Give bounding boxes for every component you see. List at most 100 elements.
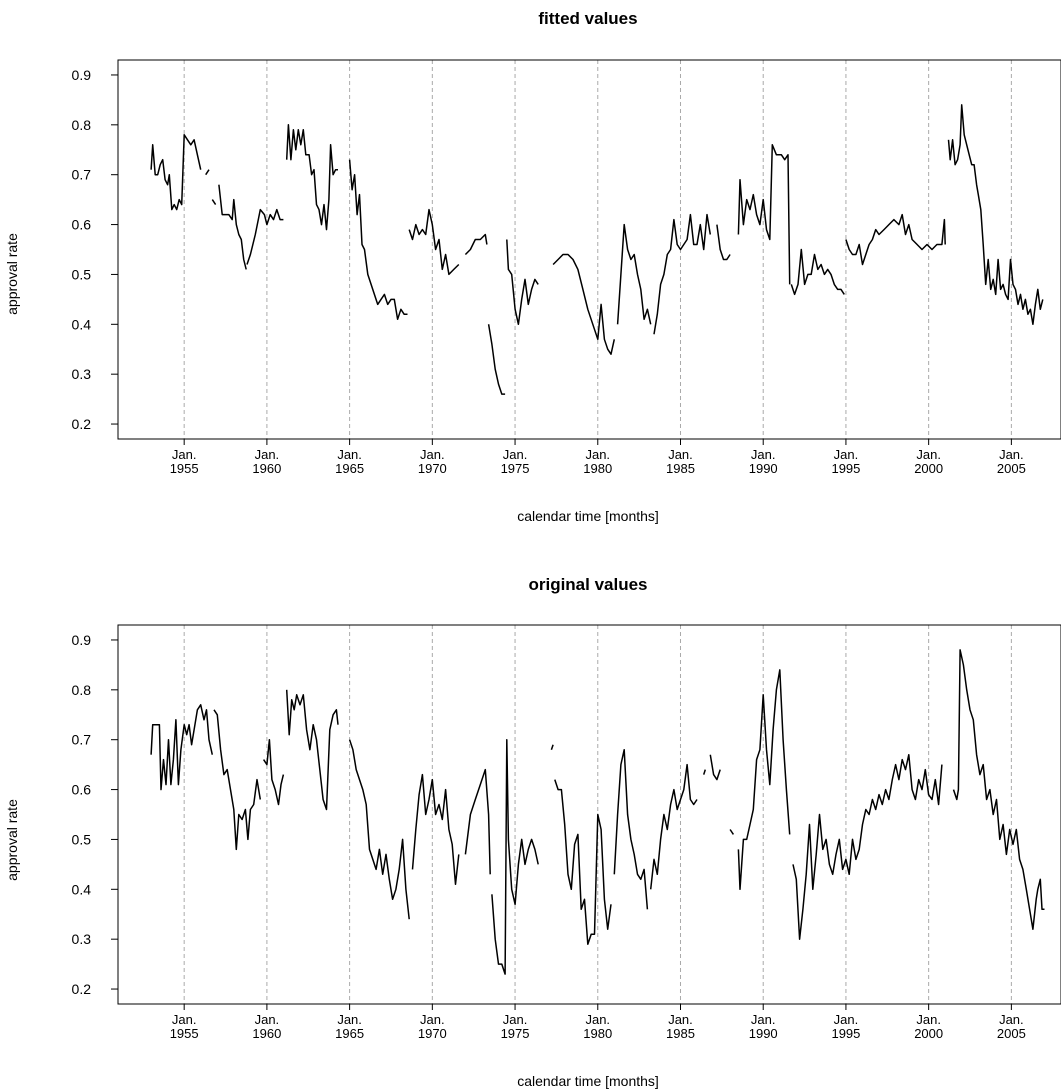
x-tick-label-year: 1985 [666, 1026, 695, 1041]
x-tick-label-year: 1990 [749, 461, 778, 476]
y-tick-label: 0.9 [72, 67, 92, 83]
x-tick-label-month: Jan. [916, 447, 941, 462]
x-tick-label-year: 1995 [831, 1026, 860, 1041]
x-tick-label-month: Jan. [172, 1012, 197, 1027]
x-tick-label-year: 2005 [997, 1026, 1026, 1041]
series-line-segment [737, 669, 791, 891]
x-tick-label-year: 1980 [583, 461, 612, 476]
y-tick-label: 0.9 [72, 632, 92, 648]
series-line-segment [348, 159, 408, 321]
series-line-segment [411, 773, 460, 886]
x-axis-label: calendar time [months] [517, 1073, 659, 1089]
x-tick-label-month: Jan. [503, 447, 528, 462]
x-tick-label-year: 1965 [335, 461, 364, 476]
series-line-segment [464, 768, 491, 875]
series-line-segment [653, 213, 712, 335]
x-tick-label-month: Jan. [337, 447, 362, 462]
x-tick-label-year: 1985 [666, 461, 695, 476]
series-line-segment [790, 248, 845, 296]
x-tick-label-year: 1995 [831, 461, 860, 476]
y-tick-label: 0.6 [72, 217, 92, 233]
x-tick-label-year: 2000 [914, 461, 943, 476]
x-tick-label-year: 1975 [501, 1026, 530, 1041]
x-axis: Jan.1955Jan.1960Jan.1965Jan.1970Jan.1975… [170, 1004, 1026, 1041]
chart-panel-fitted: fitted values approval rate calendar tim… [4, 9, 1061, 524]
x-tick-label-month: Jan. [585, 447, 610, 462]
series-line-segment [491, 738, 539, 975]
x-tick-label-year: 1975 [501, 461, 530, 476]
x-tick-label-month: Jan. [255, 1012, 280, 1027]
x-tick-label-month: Jan. [420, 1012, 445, 1027]
series-line-segment [408, 208, 460, 276]
x-tick-label-year: 2005 [997, 461, 1026, 476]
series-line-segment [613, 748, 649, 910]
series-line-segment [702, 769, 707, 775]
y-tick-label: 0.2 [72, 981, 92, 997]
series-line-segment [729, 829, 735, 835]
data-series [150, 104, 1044, 395]
x-tick-label-year: 2000 [914, 1026, 943, 1041]
series-line-segment [554, 779, 612, 945]
grid-lines [183, 625, 1012, 1004]
plot-frame [117, 624, 1061, 1005]
y-tick-label: 0.7 [72, 732, 92, 748]
series-line-segment [213, 709, 262, 851]
x-tick-label-year: 1970 [418, 461, 447, 476]
series-line-segment [348, 739, 410, 920]
y-axis: 0.2 0.3 0.4 0.5 0.6 0.7 0.8 0.9 [72, 67, 118, 432]
series-line-segment [616, 223, 652, 325]
x-tick-label-year: 1965 [335, 1026, 364, 1041]
original-values-chart: original values approval rate calendar t… [4, 575, 1061, 1089]
x-tick-label-month: Jan. [999, 447, 1024, 462]
y-tick-label: 0.6 [72, 782, 92, 798]
series-line-segment [845, 213, 946, 266]
series-line-segment [150, 134, 202, 211]
grid-lines [183, 60, 1012, 439]
y-tick-label: 0.4 [72, 316, 92, 332]
y-tick-label: 0.5 [72, 266, 92, 282]
series-line-segment [792, 753, 943, 940]
series-line-segment [649, 763, 698, 890]
data-series [150, 649, 1045, 975]
y-tick-label: 0.3 [72, 931, 92, 947]
y-tick-label: 0.5 [72, 831, 92, 847]
series-line-segment [737, 144, 791, 285]
y-tick-label: 0.7 [72, 167, 92, 183]
series-line-segment [211, 199, 217, 206]
x-tick-label-year: 1960 [252, 1026, 281, 1041]
series-line-segment [150, 704, 214, 791]
x-tick-label-month: Jan. [834, 447, 859, 462]
x-tick-label-year: 1955 [170, 1026, 199, 1041]
chart-panel-original: original values approval rate calendar t… [0, 546, 1061, 1092]
x-tick-label-month: Jan. [751, 447, 776, 462]
series-line-segment [709, 754, 721, 781]
y-tick-label: 0.2 [72, 416, 92, 432]
x-tick-label-month: Jan. [337, 1012, 362, 1027]
series-line-segment [716, 224, 731, 261]
x-tick-label-month: Jan. [916, 1012, 941, 1027]
x-axis: Jan.1955Jan.1960Jan.1965Jan.1970Jan.1975… [170, 439, 1026, 476]
y-axis-label: approval rate [4, 799, 20, 881]
series-line-segment [218, 184, 247, 270]
x-tick-label-year: 1970 [418, 1026, 447, 1041]
x-tick-label-month: Jan. [255, 447, 280, 462]
series-line-segment [285, 689, 339, 811]
series-line-segment [262, 738, 285, 806]
x-tick-label-month: Jan. [585, 1012, 610, 1027]
fitted-values-chart: fitted values approval rate calendar tim… [4, 9, 1061, 524]
x-tick-label-month: Jan. [999, 1012, 1024, 1027]
x-tick-label-year: 1955 [170, 461, 199, 476]
x-tick-label-month: Jan. [172, 447, 197, 462]
x-tick-label-year: 1990 [749, 1026, 778, 1041]
series-line-segment [952, 649, 1045, 930]
x-tick-label-month: Jan. [503, 1012, 528, 1027]
y-tick-label: 0.3 [72, 366, 92, 382]
chart-title: fitted values [538, 9, 637, 28]
x-tick-label-year: 1980 [583, 1026, 612, 1041]
plot-frame [117, 59, 1061, 440]
chart-title: original values [528, 575, 647, 594]
y-axis: 0.2 0.3 0.4 0.5 0.6 0.7 0.8 0.9 [72, 632, 118, 997]
x-tick-label-year: 1960 [252, 461, 281, 476]
series-line-segment [506, 239, 539, 326]
x-tick-label-month: Jan. [668, 447, 693, 462]
